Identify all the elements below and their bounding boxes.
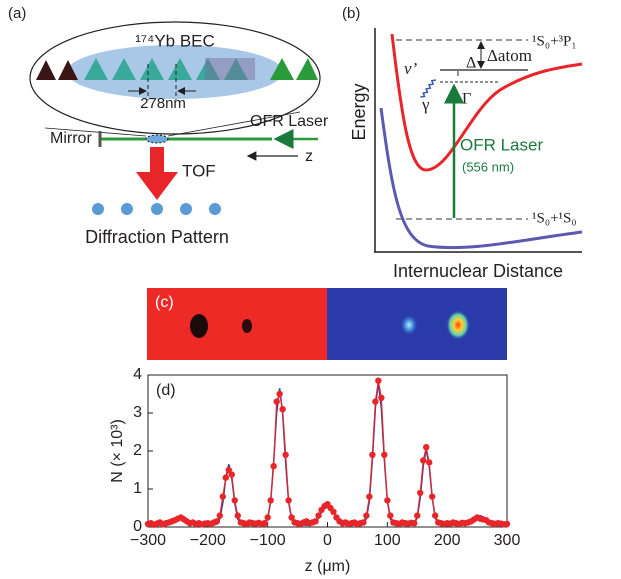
tof-arrow	[136, 147, 178, 200]
data-point	[384, 497, 391, 504]
panel-b: (b) Energy Internuclear Distance ¹S₀+³P₁…	[342, 5, 583, 281]
atom-detuning-label: Δatom	[487, 46, 532, 65]
data-point	[285, 497, 292, 504]
x-tick-label: −200	[190, 532, 226, 549]
data-point	[381, 451, 388, 458]
laser-label: OFR Laser	[460, 135, 543, 154]
diffraction-dots	[92, 203, 221, 215]
data-point	[363, 512, 370, 519]
ground-potential	[379, 107, 583, 250]
data-point	[375, 377, 382, 384]
data-point	[387, 512, 394, 519]
y-tick-label: 3	[133, 404, 142, 421]
upper-level-label: ¹S₀+³P₁	[532, 33, 577, 49]
data-point	[417, 489, 424, 496]
data-point	[420, 457, 427, 464]
x-axis-label: Internuclear Distance	[393, 261, 563, 281]
y-tick-label: 4	[133, 366, 142, 383]
data-point	[228, 471, 235, 478]
data-point	[282, 451, 289, 458]
cloud	[242, 319, 252, 333]
x-axis-label: z (μm)	[305, 558, 351, 575]
panel-c: (c)	[147, 288, 507, 360]
loss-label: γ	[421, 95, 430, 114]
panel-label: (c)	[155, 294, 174, 311]
absorption-image	[147, 288, 327, 360]
lattice-peaks	[36, 58, 318, 80]
zoom-ellipse	[29, 21, 321, 135]
data-point	[276, 390, 283, 398]
data-point	[432, 512, 439, 519]
x-tick-label: −300	[130, 532, 166, 549]
pattern-label: Diffraction Pattern	[85, 227, 229, 247]
panel-label: (b)	[342, 5, 360, 22]
data-point	[360, 519, 367, 526]
panel-label: (a)	[8, 5, 26, 22]
x-tick-label: −100	[250, 532, 286, 549]
data-point	[429, 493, 436, 500]
lower-level-label: ¹S₀+¹S₀	[532, 210, 577, 226]
bec-label: ¹⁷⁴Yb BEC	[135, 31, 215, 50]
data-point	[312, 518, 319, 525]
cloud	[190, 314, 208, 338]
zoom-line	[44, 127, 147, 137]
data-point	[411, 520, 418, 527]
mirror-label: Mirror	[50, 130, 92, 147]
panel-label: (d)	[156, 382, 176, 399]
data-point	[372, 398, 379, 405]
y-axis-label: Energy	[349, 83, 369, 140]
data-point	[219, 493, 226, 500]
y-tick-label: 0	[133, 518, 142, 535]
data-point	[288, 514, 295, 521]
data-point	[222, 474, 229, 481]
x-tick-label: 300	[494, 532, 521, 549]
data-point	[234, 512, 241, 519]
x-tick-label: 0	[323, 532, 332, 549]
x-tick-label: 200	[434, 532, 461, 549]
x-tick-label: 100	[374, 532, 401, 549]
y-axis-label: N (× 10³)	[109, 419, 126, 483]
data-point	[330, 508, 337, 515]
data-point	[369, 451, 376, 458]
laser-label: OFR Laser	[250, 113, 329, 130]
data-point	[216, 512, 223, 519]
spacing-label: 278nm	[140, 95, 186, 112]
wavelength-label: (556 nm)	[462, 159, 514, 174]
data-point	[426, 459, 433, 466]
y-tick-label: 1	[133, 480, 142, 497]
bec	[145, 134, 169, 144]
zoom-line	[167, 111, 301, 137]
cloud	[400, 314, 418, 336]
data-point	[264, 514, 271, 521]
panel-d: 0 1 2 3 4 −300 −200 −100 0 100 200 300 z (μm) N (× 10…	[109, 366, 520, 575]
vibrational-label: v’	[404, 59, 418, 78]
data-point	[366, 493, 373, 500]
data-point	[315, 512, 322, 519]
panel-a: (a) ¹⁷⁴Yb BEC 278nm Mirror OFR Laser z T…	[8, 5, 329, 247]
tof-label: TOF	[182, 161, 216, 180]
data-point	[225, 466, 232, 474]
loss-wave	[420, 79, 437, 98]
excited-potential	[390, 33, 583, 172]
detuning-label: Δ	[466, 55, 476, 72]
data-point	[213, 518, 221, 525]
data-point	[423, 444, 430, 451]
data-point	[503, 520, 511, 528]
data-point	[267, 497, 274, 504]
data-point	[270, 463, 277, 470]
width-label: Γ	[462, 91, 471, 108]
data-point	[231, 497, 238, 504]
data-point	[273, 398, 280, 405]
data-point	[378, 394, 385, 401]
data-point	[261, 520, 268, 527]
cloud	[446, 310, 470, 340]
y-tick-label: 2	[133, 442, 142, 459]
axis-label: z	[305, 148, 313, 165]
data-point	[279, 406, 286, 413]
data-point	[414, 512, 421, 519]
